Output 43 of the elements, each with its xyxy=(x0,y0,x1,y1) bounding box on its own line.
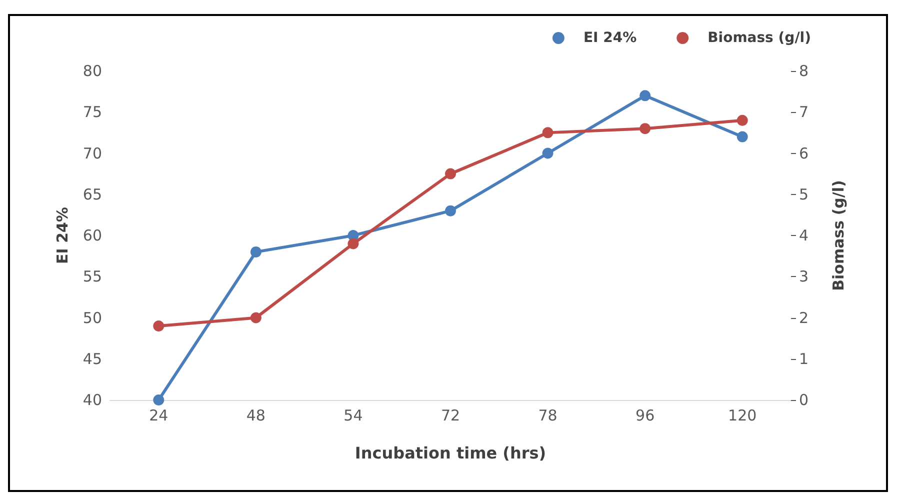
y2-tick-label: 8 xyxy=(799,62,809,80)
point xyxy=(640,123,651,134)
y2-tick-label: 3 xyxy=(799,268,809,286)
legend-label: Biomass (g/l) xyxy=(708,30,812,46)
point xyxy=(640,90,651,102)
y2-tick-label: 2 xyxy=(799,308,809,327)
y2-axis-title: Biomass (g/l) xyxy=(830,180,848,291)
y-tick-label: 40 xyxy=(82,391,102,409)
point xyxy=(445,168,456,180)
y-tick-label: 45 xyxy=(82,350,102,368)
x-tick-label: 120 xyxy=(728,406,757,424)
y2-tick-label: 1 xyxy=(799,350,809,368)
point xyxy=(736,114,748,126)
y-axis-title: EI 24% xyxy=(54,207,72,264)
x-tick-label: 24 xyxy=(149,406,168,424)
point xyxy=(736,131,748,142)
point xyxy=(445,205,456,216)
point xyxy=(542,127,554,138)
y-tick-label: 50 xyxy=(82,308,102,327)
point xyxy=(250,312,262,324)
y2-tick-label: 7 xyxy=(799,103,809,122)
y-tick-label: 75 xyxy=(82,103,102,122)
y-tick-label: 60 xyxy=(82,226,102,244)
point xyxy=(348,238,359,250)
y2-tick-label: 4 xyxy=(799,226,809,244)
y2-tick-label: 5 xyxy=(799,185,809,204)
x-axis-title: Incubation time (hrs) xyxy=(354,444,546,462)
y-tick-label: 80 xyxy=(82,62,102,80)
y2-tick-label: 0 xyxy=(799,391,809,409)
y-tick-label: 65 xyxy=(82,185,102,204)
x-tick-label: 54 xyxy=(344,406,363,424)
legend-label: EI 24% xyxy=(583,30,637,46)
point xyxy=(250,246,262,258)
y2-tick-label: 6 xyxy=(799,144,809,162)
y-tick-label: 55 xyxy=(82,268,102,286)
x-tick-label: 48 xyxy=(246,406,266,424)
x-tick-label: 72 xyxy=(440,406,460,424)
point xyxy=(153,394,164,406)
y-tick-label: 70 xyxy=(82,144,102,162)
x-tick-label: 78 xyxy=(538,406,558,424)
point xyxy=(542,148,554,159)
x-tick-label: 96 xyxy=(636,406,655,424)
point xyxy=(153,320,164,332)
